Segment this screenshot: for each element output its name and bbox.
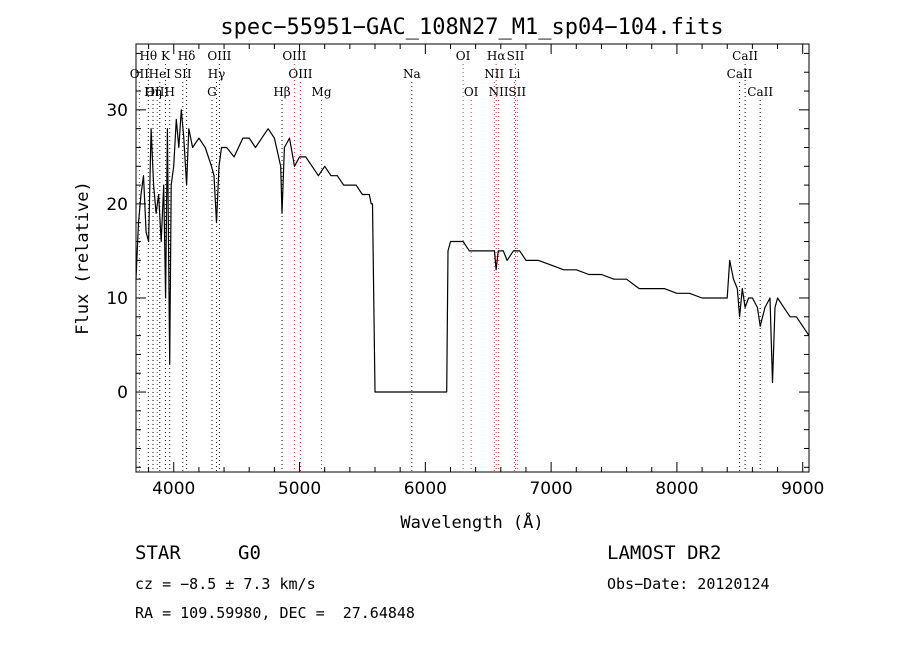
line-label: OIII: [207, 49, 231, 63]
line-label: NII: [484, 67, 504, 81]
y-tick-label: 20: [106, 195, 128, 215]
line-label: OIII: [145, 85, 169, 99]
object-subclass: G0: [238, 542, 261, 564]
axis-tick-labels: 4000 5000 6000 7000 8000 9000 0 10 20 30: [106, 101, 824, 499]
line-label: NII: [489, 85, 509, 99]
redshift-readout: cz = −8.5 ± 7.3 km/s: [135, 575, 316, 593]
line-label: G: [207, 85, 217, 99]
x-tick-label: 6000: [404, 479, 447, 499]
line-label: OI: [464, 85, 479, 99]
line-label: SII: [174, 67, 192, 81]
line-label: CaII: [747, 85, 773, 99]
survey-name: LAMOST DR2: [607, 542, 722, 564]
spectral-line-markers: [138, 64, 761, 472]
y-tick-label: 10: [106, 289, 128, 309]
line-label: H: [164, 85, 174, 99]
line-label: OII: [130, 67, 150, 81]
chart-title: spec−55951−GAC_108N27_M1_sp04−104.fits: [220, 15, 723, 40]
x-tick-label: 9000: [781, 479, 824, 499]
line-label: Hδ: [178, 49, 196, 63]
line-label: Hη: [144, 85, 162, 99]
x-tick-label: 5000: [278, 479, 321, 499]
line-label: Li: [508, 67, 520, 81]
line-label: SII: [507, 49, 525, 63]
line-label: Mg: [312, 85, 332, 99]
y-axis-label: Flux (relative): [73, 181, 93, 335]
line-label: Hθ: [139, 49, 157, 63]
plot-frame: [135, 43, 810, 473]
line-label: OI: [456, 49, 471, 63]
y-tick-label: 30: [106, 101, 128, 121]
line-label: CaII: [732, 49, 758, 63]
object-class: STAR: [135, 542, 181, 564]
line-label: K: [161, 49, 171, 63]
axis-ticks: [136, 44, 809, 472]
coordinates-readout: RA = 109.59980, DEC = 27.64848: [135, 604, 415, 622]
y-tick-label: 0: [117, 383, 128, 403]
observation-date: Obs−Date: 20120124: [607, 575, 770, 593]
line-label: Hβ: [273, 85, 290, 99]
line-label: SII: [508, 85, 526, 99]
line-label: Hα: [487, 49, 506, 63]
line-label: HeI: [149, 67, 172, 81]
x-tick-label: 8000: [655, 479, 698, 499]
line-label: CaII: [727, 67, 753, 81]
spectrum-line: [135, 109, 810, 393]
line-label: OIII: [282, 49, 306, 63]
line-label: Na: [403, 67, 421, 81]
x-tick-label: 7000: [529, 479, 572, 499]
x-axis-label: Wavelength (Å): [400, 511, 543, 533]
line-label: Hγ: [208, 67, 226, 81]
line-label: OIII: [288, 67, 312, 81]
x-tick-label: 4000: [152, 479, 195, 499]
